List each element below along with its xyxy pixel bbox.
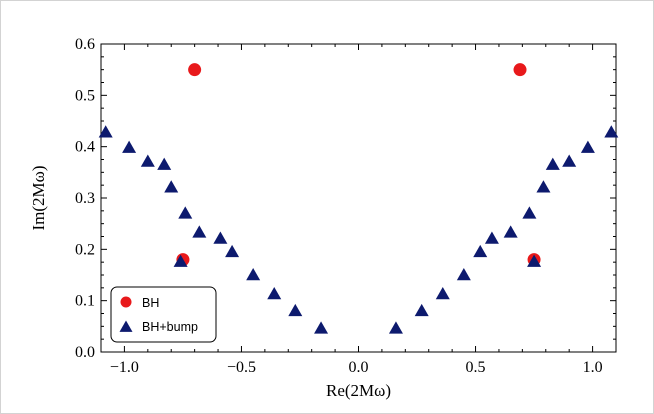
- y-tick-label: 0.3: [75, 190, 95, 207]
- bh-bump-point: [604, 125, 619, 138]
- x-tick-label: −1.0: [110, 359, 139, 376]
- bh-bump-point: [314, 321, 329, 334]
- y-tick-label: 0.5: [75, 87, 95, 104]
- y-axis-label: Im(2Mω): [29, 165, 48, 230]
- bh-bump-point: [414, 303, 429, 317]
- bh-bump-point: [527, 254, 542, 267]
- bh-bump-point: [288, 303, 303, 317]
- bh-bump-point: [178, 206, 193, 219]
- bh-bump-point: [536, 180, 551, 193]
- legend-marker-bh-bump: [119, 320, 133, 332]
- bh-bump-point: [484, 231, 499, 244]
- bh-bump-point: [173, 254, 188, 267]
- y-tick-label: 0.4: [75, 139, 95, 156]
- x-axis-label: Re(2Mω): [326, 381, 391, 400]
- bh-bump-point: [435, 286, 450, 300]
- legend-marker-bh: [120, 296, 132, 308]
- bh-point: [188, 63, 202, 77]
- x-tick-label: 1.0: [583, 359, 603, 376]
- bh-bump-point: [522, 206, 537, 219]
- y-tick-label: 0.6: [75, 36, 95, 53]
- legend-label-bh: BH: [142, 296, 159, 310]
- bh-bump-point: [122, 140, 137, 153]
- y-tick-label: 0.2: [75, 241, 95, 258]
- y-tick-label: 0.0: [75, 344, 95, 361]
- x-tick-label: 0.5: [466, 359, 486, 376]
- bh-bump-point: [580, 140, 595, 153]
- bh-bump-point: [545, 157, 560, 170]
- bh-bump-point: [388, 321, 403, 334]
- legend-label-bh-bump: BH+bump: [142, 320, 198, 334]
- bh-bump-point: [473, 244, 488, 258]
- bh-bump-point: [456, 267, 471, 281]
- bh-bump-point: [267, 286, 282, 300]
- bh-bump-point: [98, 125, 113, 138]
- bh-bump-point: [225, 244, 240, 258]
- data-marks: [98, 63, 619, 334]
- bh-bump-point: [562, 154, 577, 167]
- bh-bump-point: [164, 180, 179, 193]
- x-tick-label: −0.5: [227, 359, 256, 376]
- bh-bump-point: [140, 154, 155, 167]
- bh-bump-point: [192, 225, 207, 238]
- bh-bump-point: [157, 157, 172, 170]
- legend: BH BH+bump: [110, 286, 217, 343]
- x-tick-label: 0.0: [349, 359, 369, 376]
- axis-tick-labels: −1.0 −0.5 0.0 0.5 1.0 0.0 0.1 0.2 0.3 0.4 0.5 0.6: [75, 36, 603, 376]
- bh-point: [513, 63, 527, 77]
- bh-bump-point: [213, 231, 228, 244]
- bh-bump-point: [503, 225, 518, 238]
- y-tick-label: 0.1: [75, 293, 95, 310]
- bh-bump-point: [246, 267, 261, 281]
- legend-box: [110, 286, 217, 343]
- axis-ticks: [100, 43, 617, 353]
